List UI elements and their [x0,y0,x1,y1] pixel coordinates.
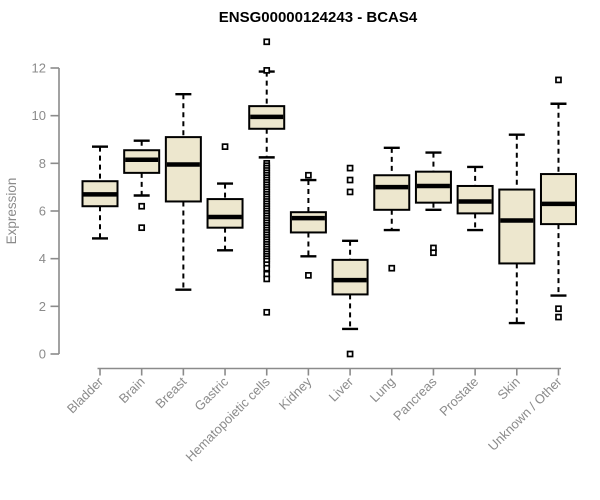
outlier-point [555,305,562,313]
box-lung [373,146,411,272]
outlier-point [388,264,396,272]
outlier-point [430,249,437,257]
box-prostate [456,165,494,232]
outlier-point [138,224,146,232]
x-label-unknown-other: Unknown / Other [485,374,565,454]
x-label-kidney: Kidney [276,374,315,413]
outlier-point [346,164,354,172]
x-label-bladder: Bladder [64,374,107,417]
outlier-point [263,38,271,46]
box-skin [498,133,536,325]
box-breast [164,93,202,291]
outlier-point [263,275,271,283]
x-label-liver: Liver [326,374,357,405]
outlier-point [263,264,271,272]
x-label-breast: Breast [152,374,189,411]
x-label-skin: Skin [494,374,522,402]
iqr-box [539,173,577,226]
x-label-lung: Lung [367,374,398,405]
box-pancreas [414,151,452,257]
y-tick-label: 12 [32,61,46,76]
chart-title: ENSG00000124243 - BCAS4 [219,9,418,26]
outlier-point [555,76,562,84]
outlier-point [305,171,312,179]
outlier-point [346,188,354,196]
outlier-point [346,350,354,358]
x-label-brain: Brain [116,374,148,406]
box-kidney [289,171,327,279]
iqr-box [373,174,411,211]
outlier-point [346,176,354,184]
y-tick-label: 10 [32,108,46,123]
y-axis-title: Expression [4,178,19,245]
box-gastric [206,143,244,252]
y-tick-label: 0 [39,347,46,362]
iqr-box [206,198,244,229]
y-tick-label: 8 [39,156,46,171]
x-label-pancreas: Pancreas [390,374,440,424]
outlier-point [138,202,146,210]
iqr-box [498,188,536,265]
y-tick-label: 6 [39,204,46,219]
box-unknown-other [539,76,577,321]
outlier-point [305,272,312,279]
iqr-box [289,211,327,234]
y-tick-label: 2 [39,299,46,314]
iqr-box [331,258,369,296]
x-label-gastric: Gastric [191,374,231,414]
outlier-point [263,308,271,316]
outlier-point [263,67,271,74]
box-liver [331,164,369,358]
y-tick-label: 4 [39,251,46,266]
boxplots [81,38,577,358]
box-hematopoietic-cells [248,38,286,316]
outlier-point [221,143,229,150]
iqr-box [164,136,202,203]
x-label-prostate: Prostate [436,374,481,419]
box-bladder [81,145,119,240]
outlier-point [555,313,562,321]
box-brain [123,139,161,232]
